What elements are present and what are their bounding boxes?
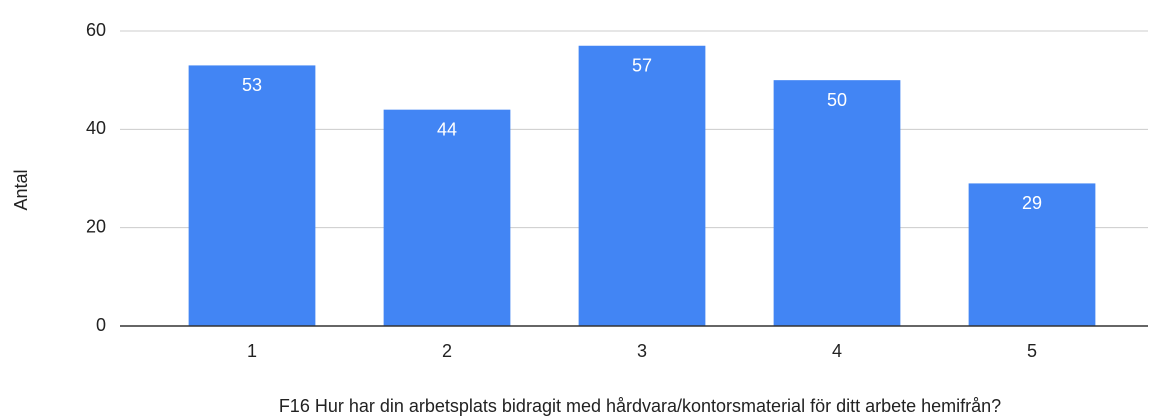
y-tick-label: 60 bbox=[86, 20, 106, 40]
y-axis-label: Antal bbox=[11, 169, 31, 210]
y-tick-label: 20 bbox=[86, 216, 106, 236]
bar bbox=[383, 109, 511, 327]
bar bbox=[773, 80, 901, 327]
x-tick-label: 5 bbox=[1027, 341, 1037, 361]
bar bbox=[578, 45, 706, 326]
x-tick-label: 2 bbox=[442, 341, 452, 361]
bar bbox=[188, 65, 316, 327]
bar bbox=[968, 183, 1096, 326]
value-label: 29 bbox=[1022, 193, 1042, 213]
value-label: 53 bbox=[242, 75, 262, 95]
x-tick-label: 3 bbox=[637, 341, 647, 361]
x-tick-label: 1 bbox=[247, 341, 257, 361]
x-tick-label: 4 bbox=[832, 341, 842, 361]
value-label: 57 bbox=[632, 56, 652, 76]
value-label: 44 bbox=[437, 119, 457, 139]
x-axis-label: F16 Hur har din arbetsplats bidragit med… bbox=[279, 396, 1001, 416]
y-tick-label: 0 bbox=[96, 315, 106, 335]
value-label: 50 bbox=[827, 90, 847, 110]
y-tick-label: 40 bbox=[86, 118, 106, 138]
